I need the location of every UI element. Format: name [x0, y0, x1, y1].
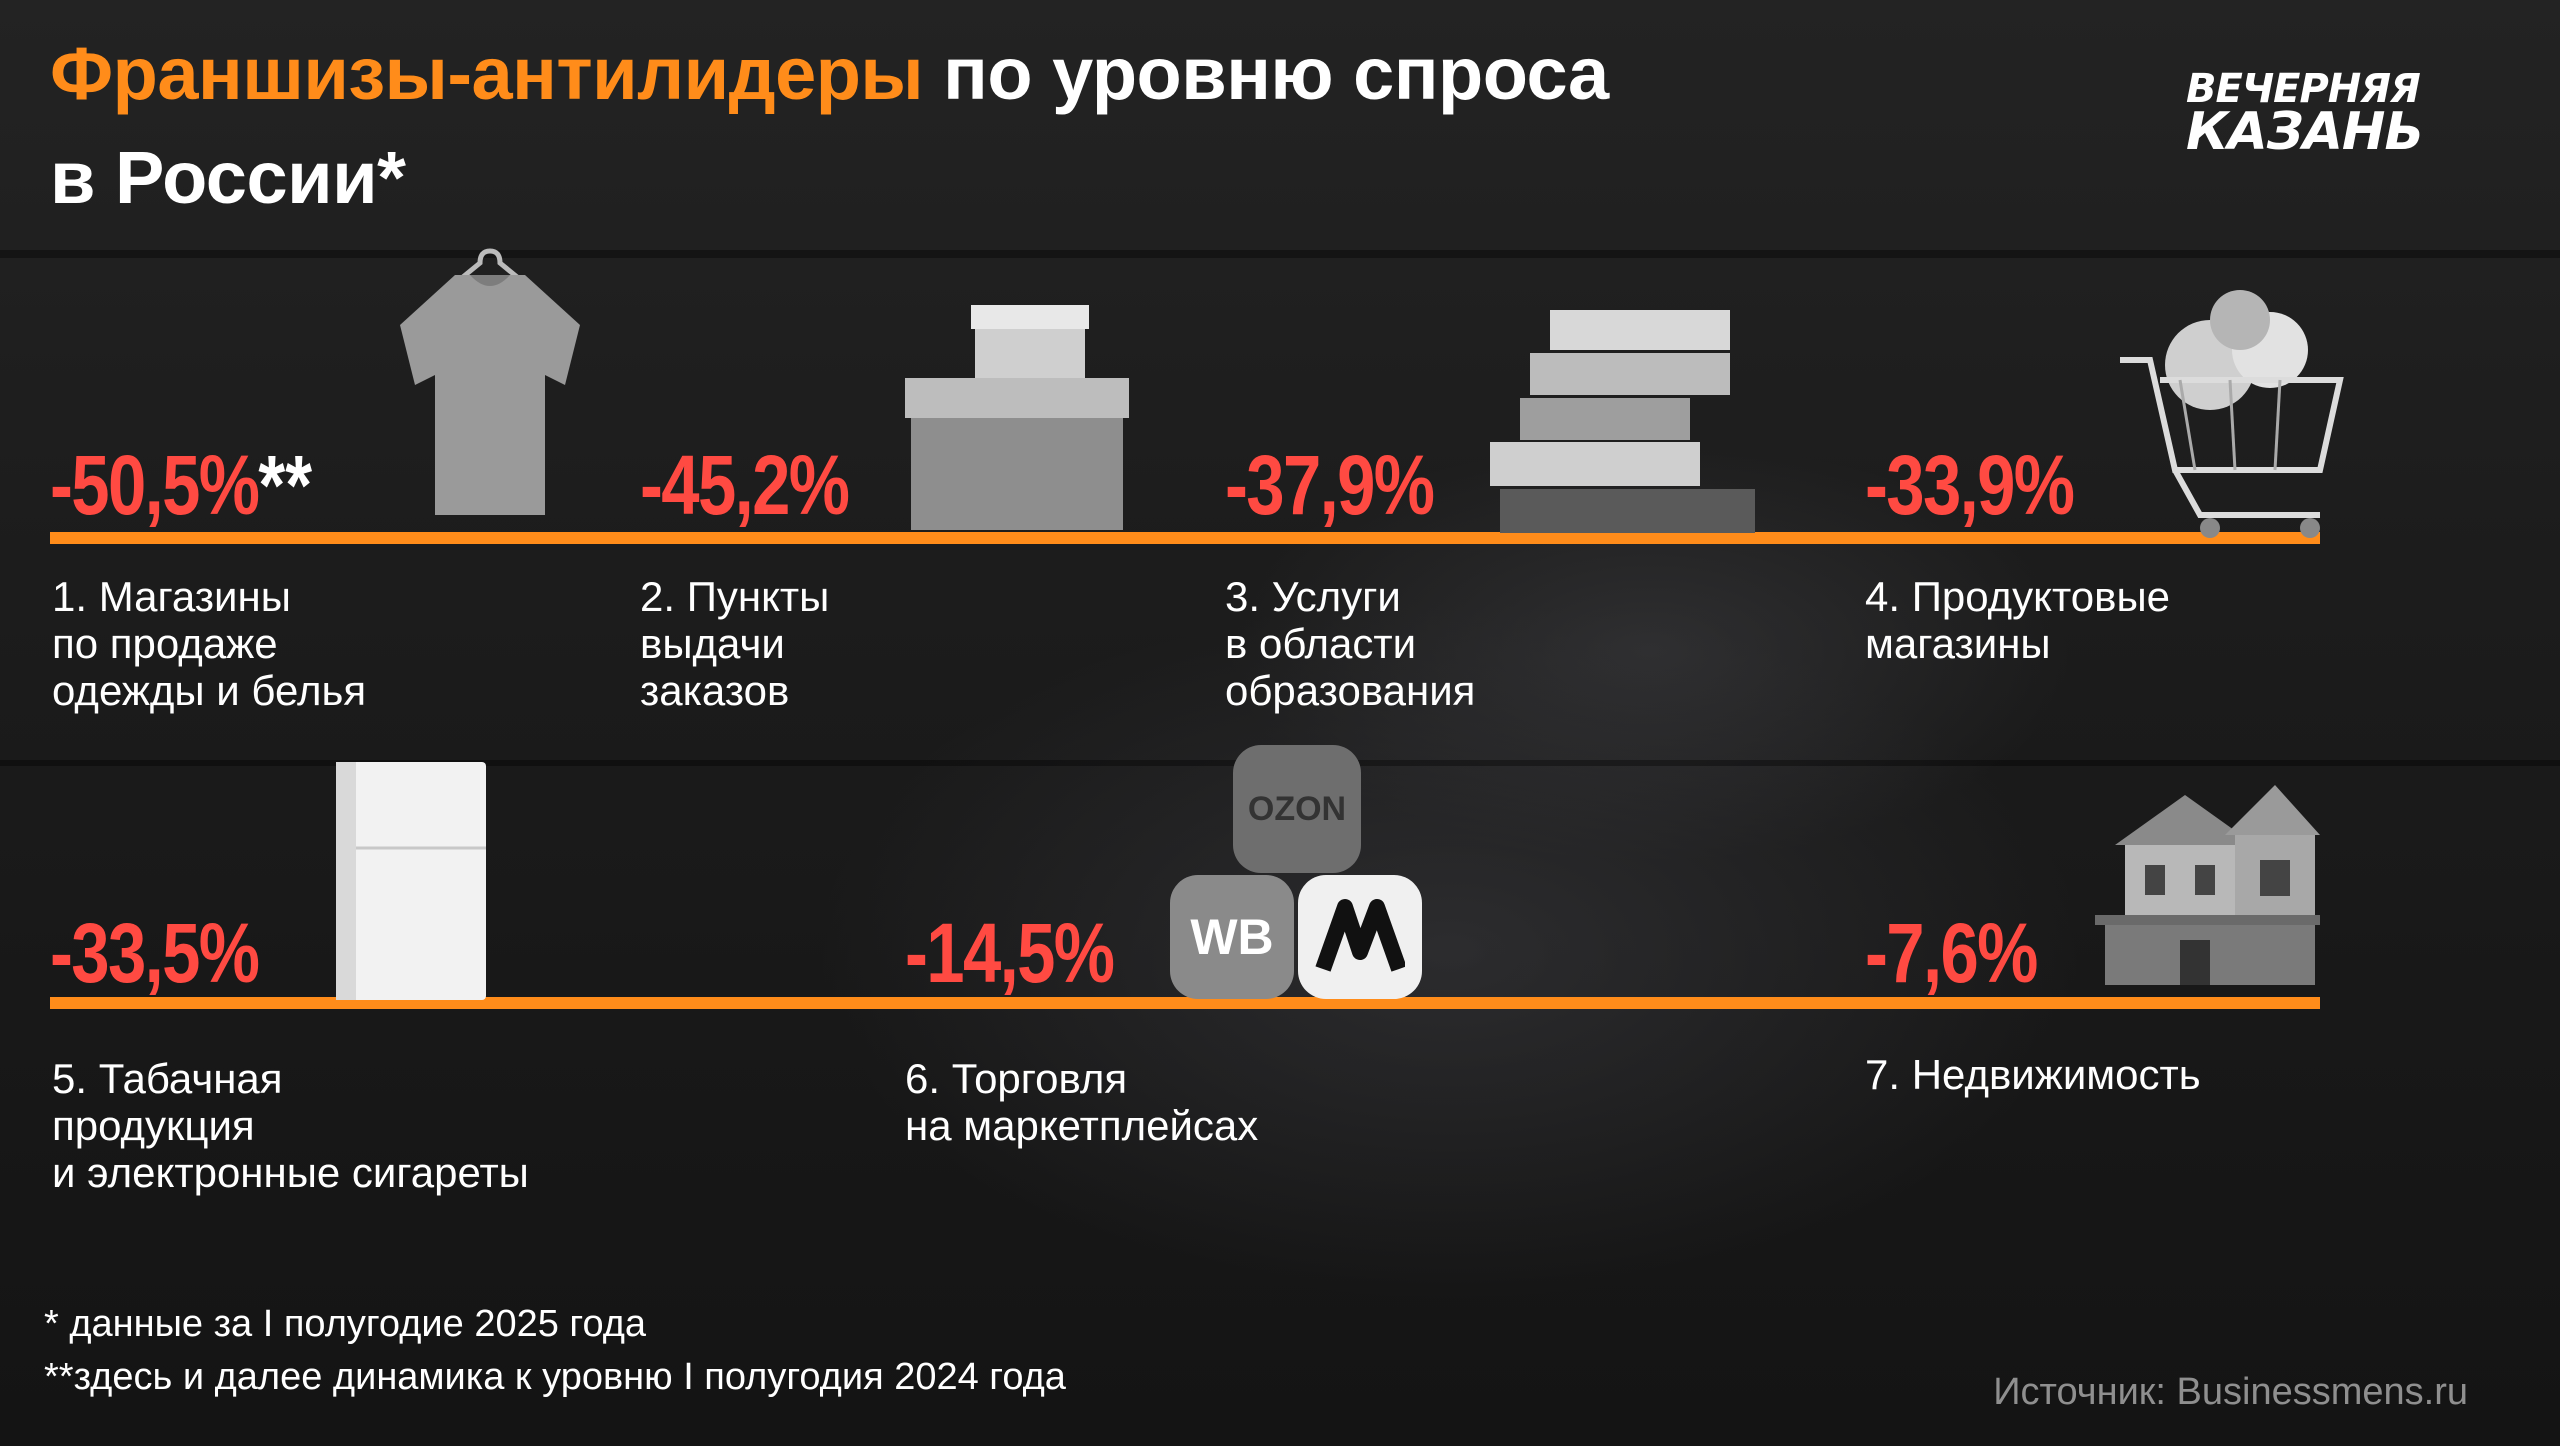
footnote-1: * данные за I полугодие 2025 года [44, 1303, 647, 1345]
brand-logo-line1: ВЕЧЕРНЯЯ [2186, 66, 2421, 112]
ozon-logo-text: OZON [1247, 789, 1347, 828]
value-2: -45,2% [640, 438, 850, 532]
box-icon [905, 305, 1129, 530]
value-4-number: -33,9% [1865, 438, 2075, 532]
title-line2: в России* [50, 136, 406, 219]
wildberries-logo-text: WB [1190, 909, 1274, 965]
house-icon [2095, 785, 2320, 985]
yandex-market-icon [1315, 899, 1405, 972]
shopping-cart-icon [2120, 290, 2344, 538]
label-5: 5. Табачная продукция и электронные сига… [52, 1055, 529, 1196]
value-5: -33,5% [50, 906, 260, 1000]
ozon-logo: OZON [1233, 745, 1361, 873]
value-5-number: -33,5% [50, 906, 260, 1000]
footnote-2: **здесь и далее динамика к уровню I полу… [44, 1356, 1066, 1398]
value-2-number: -45,2% [640, 438, 850, 532]
cigarette-pack-icon [336, 762, 486, 1000]
title-accent: Франшизы-антилидеры [50, 32, 924, 115]
title-rest: по уровню спроса [923, 32, 1609, 115]
label-1: 1. Магазины по продаже одежды и белья [52, 573, 367, 714]
label-2: 2. Пункты выдачи заказов [640, 573, 830, 714]
page-title: Франшизы-антилидеры по уровню спроса в Р… [50, 22, 1609, 230]
value-1-number: -50,5% [50, 438, 260, 532]
value-6-number: -14,5% [905, 906, 1115, 1000]
row2-divider [50, 997, 2320, 1009]
value-7-number: -7,6% [1865, 906, 2038, 1000]
brand-logo-line2: КАЗАНЬ [2186, 102, 2424, 162]
value-3: -37,9% [1225, 438, 1435, 532]
label-4: 4. Продуктовые магазины [1865, 573, 2171, 667]
background-beam [0, 250, 2560, 258]
value-7: -7,6% [1865, 906, 2038, 1000]
value-3-number: -37,9% [1225, 438, 1435, 532]
row1-divider [50, 532, 2320, 544]
value-1: -50,5%** [50, 440, 312, 530]
value-1-suffix: ** [258, 438, 313, 532]
wildberries-logo: WB [1170, 875, 1294, 999]
source-credit: Источник: Businessmens.ru [1993, 1371, 2468, 1413]
value-6: -14,5% [905, 906, 1115, 1000]
yandex-market-logo [1298, 875, 1422, 999]
books-icon [1490, 310, 1755, 533]
brand-logo: ВЕЧЕРНЯЯ КАЗАНЬ [2186, 66, 2450, 162]
label-7: 7. Недвижимость [1865, 1051, 2201, 1098]
label-6: 6. Торговля на маркетплейсах [905, 1055, 1259, 1149]
label-3: 3. Услуги в области образования [1225, 573, 1476, 714]
tshirt-icon [400, 248, 580, 515]
value-4: -33,9% [1865, 438, 2075, 532]
